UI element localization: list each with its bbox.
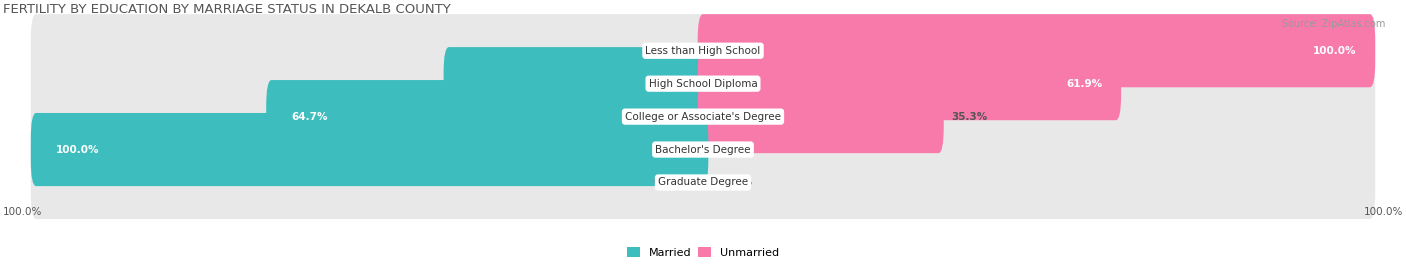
- Text: 38.1%: 38.1%: [647, 79, 683, 89]
- FancyBboxPatch shape: [31, 113, 1375, 186]
- Text: Source: ZipAtlas.com: Source: ZipAtlas.com: [1281, 19, 1385, 29]
- FancyBboxPatch shape: [697, 80, 943, 153]
- FancyBboxPatch shape: [31, 80, 1375, 153]
- FancyBboxPatch shape: [697, 47, 1121, 120]
- Legend: Married, Unmarried: Married, Unmarried: [621, 243, 785, 262]
- FancyBboxPatch shape: [443, 47, 709, 120]
- Text: High School Diploma: High School Diploma: [648, 79, 758, 89]
- Text: Bachelor's Degree: Bachelor's Degree: [655, 144, 751, 155]
- Text: 61.9%: 61.9%: [1066, 79, 1102, 89]
- Text: 100.0%: 100.0%: [56, 144, 100, 155]
- Text: Graduate Degree: Graduate Degree: [658, 178, 748, 187]
- FancyBboxPatch shape: [697, 14, 1375, 87]
- FancyBboxPatch shape: [31, 113, 709, 186]
- FancyBboxPatch shape: [31, 47, 1375, 120]
- Text: Less than High School: Less than High School: [645, 46, 761, 56]
- Text: 35.3%: 35.3%: [952, 112, 988, 122]
- Text: FERTILITY BY EDUCATION BY MARRIAGE STATUS IN DEKALB COUNTY: FERTILITY BY EDUCATION BY MARRIAGE STATU…: [3, 3, 450, 16]
- Text: 100.0%: 100.0%: [3, 207, 42, 217]
- FancyBboxPatch shape: [31, 14, 1375, 87]
- FancyBboxPatch shape: [31, 146, 1375, 219]
- Text: College or Associate's Degree: College or Associate's Degree: [626, 112, 780, 122]
- FancyBboxPatch shape: [266, 80, 709, 153]
- Text: 64.7%: 64.7%: [291, 112, 328, 122]
- Text: 100.0%: 100.0%: [1364, 207, 1403, 217]
- Text: 0.0%: 0.0%: [723, 178, 752, 187]
- Text: 100.0%: 100.0%: [1313, 46, 1357, 56]
- Text: 0.0%: 0.0%: [723, 144, 752, 155]
- Text: 0.0%: 0.0%: [654, 178, 683, 187]
- Text: 0.0%: 0.0%: [654, 46, 683, 56]
